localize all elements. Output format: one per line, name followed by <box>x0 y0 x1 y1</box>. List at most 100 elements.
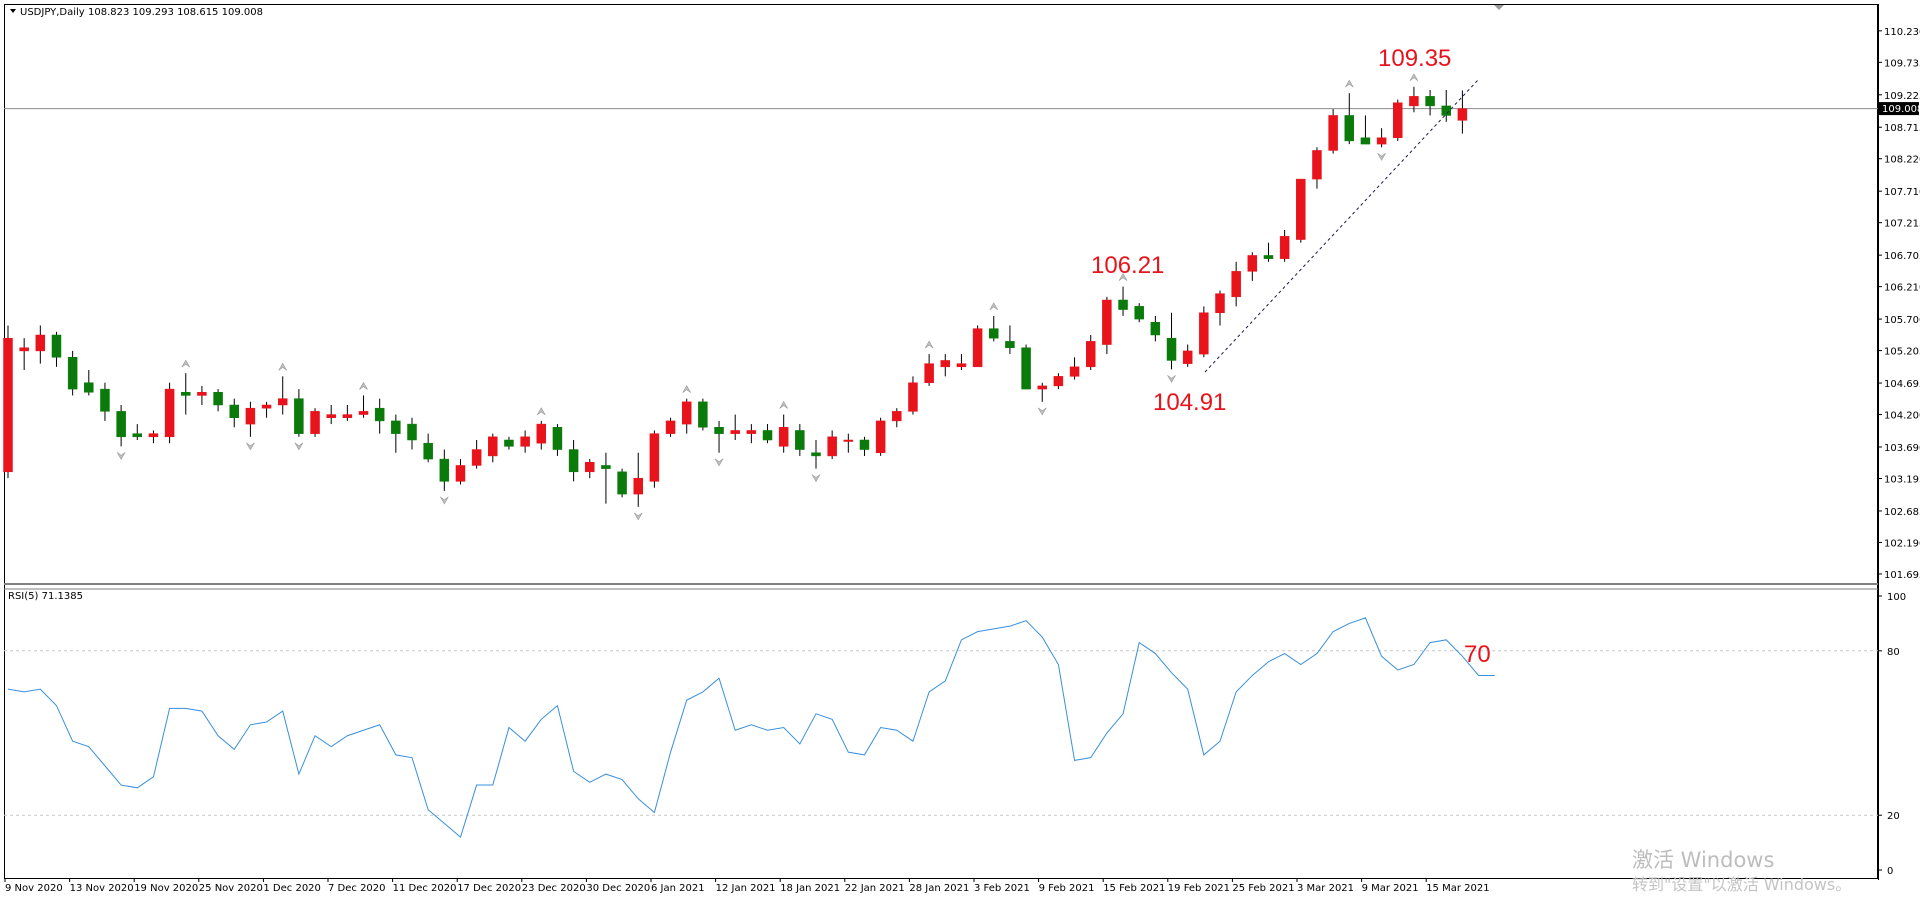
candle[interactable] <box>1393 99 1403 141</box>
candle[interactable] <box>294 389 304 437</box>
candle[interactable] <box>1215 290 1225 326</box>
candle[interactable] <box>972 325 983 368</box>
candle[interactable] <box>132 424 143 440</box>
candle[interactable] <box>536 420 547 450</box>
candle[interactable] <box>1069 357 1080 380</box>
candle[interactable] <box>471 440 482 469</box>
candle[interactable] <box>100 382 110 421</box>
candle[interactable] <box>197 385 207 405</box>
candle[interactable] <box>1360 115 1371 145</box>
candle[interactable] <box>3 325 13 479</box>
candle[interactable] <box>875 417 886 456</box>
candle[interactable] <box>229 398 239 428</box>
candle[interactable] <box>19 338 29 370</box>
candle[interactable] <box>181 373 191 415</box>
candle[interactable] <box>746 424 757 444</box>
candle[interactable] <box>1005 325 1015 355</box>
candle[interactable] <box>665 417 676 437</box>
candle[interactable] <box>439 449 450 491</box>
candle[interactable] <box>1021 344 1031 390</box>
candle[interactable] <box>342 405 353 421</box>
candle[interactable] <box>1118 286 1128 316</box>
candle[interactable] <box>1263 242 1274 262</box>
candle[interactable] <box>1150 315 1161 342</box>
candle[interactable] <box>552 424 563 456</box>
candle[interactable] <box>924 354 934 386</box>
trend-line[interactable] <box>1204 79 1479 373</box>
candle[interactable] <box>1312 147 1322 189</box>
candle[interactable] <box>1102 296 1112 355</box>
candle[interactable] <box>1085 335 1096 370</box>
candle[interactable] <box>1409 86 1419 113</box>
candle[interactable] <box>326 405 336 425</box>
candle[interactable] <box>1182 344 1193 367</box>
candle[interactable] <box>213 389 223 412</box>
candle[interactable] <box>827 430 837 460</box>
candle[interactable] <box>956 354 967 370</box>
candle[interactable] <box>1344 93 1355 145</box>
candle[interactable] <box>488 433 498 463</box>
candle[interactable] <box>940 354 951 377</box>
candle-body-up <box>1037 385 1047 390</box>
candle[interactable] <box>714 420 724 453</box>
candle[interactable] <box>1166 312 1177 370</box>
candle[interactable] <box>1053 373 1064 390</box>
candle[interactable] <box>374 398 385 434</box>
candle[interactable] <box>649 430 660 488</box>
price-axis[interactable]: 110.230 109.735 109.225 108.715 108.220 107.7… <box>1878 27 1920 581</box>
candle[interactable] <box>1328 109 1338 154</box>
candle[interactable] <box>1425 90 1435 116</box>
candle[interactable] <box>568 440 579 482</box>
candle[interactable] <box>601 452 611 504</box>
candle[interactable] <box>1037 382 1047 402</box>
candle[interactable] <box>811 440 821 469</box>
candle[interactable] <box>245 401 256 437</box>
candle[interactable] <box>84 370 94 396</box>
candle[interactable] <box>989 315 999 342</box>
fractal-down-icon <box>1167 375 1176 383</box>
candle[interactable] <box>859 436 870 456</box>
candle[interactable] <box>762 424 773 444</box>
candle[interactable] <box>391 414 401 453</box>
candle[interactable] <box>1231 261 1241 307</box>
candle[interactable] <box>795 424 805 456</box>
candle[interactable] <box>148 430 159 444</box>
candle[interactable] <box>843 433 854 453</box>
candle[interactable] <box>892 408 902 428</box>
candle[interactable] <box>1376 128 1387 148</box>
candle[interactable] <box>1296 178 1306 243</box>
candle[interactable] <box>423 433 433 463</box>
candle[interactable] <box>633 452 643 507</box>
time-axis[interactable]: 9 Nov 2020 13 Nov 2020 19 Nov 2020 25 Nov 2… <box>4 878 1490 894</box>
candle[interactable] <box>407 417 417 450</box>
candle[interactable] <box>261 401 272 418</box>
candle[interactable] <box>1247 252 1258 281</box>
candles-layer[interactable] <box>3 86 1468 507</box>
candle[interactable] <box>520 430 530 453</box>
candle[interactable] <box>455 459 466 485</box>
candle[interactable] <box>277 376 288 415</box>
candle[interactable] <box>164 382 175 444</box>
candle[interactable] <box>1199 306 1209 358</box>
candle[interactable] <box>681 398 692 434</box>
candle[interactable] <box>504 436 514 450</box>
candle[interactable] <box>1134 303 1144 323</box>
candle[interactable] <box>51 331 62 367</box>
candle[interactable] <box>1279 230 1290 262</box>
candle[interactable] <box>310 408 320 437</box>
chart-shift-marker-icon[interactable] <box>1494 5 1504 10</box>
candle[interactable] <box>1441 90 1451 122</box>
candle[interactable] <box>35 325 46 364</box>
triangle-down-icon[interactable] <box>10 9 16 13</box>
candle[interactable] <box>585 459 595 479</box>
candle[interactable] <box>116 405 126 447</box>
candle[interactable] <box>617 468 627 498</box>
candle[interactable] <box>1457 90 1468 134</box>
candle[interactable] <box>698 398 708 431</box>
candle[interactable] <box>778 414 789 453</box>
candle[interactable] <box>730 414 740 440</box>
candle[interactable] <box>358 395 369 418</box>
candle[interactable] <box>67 350 78 396</box>
candle[interactable] <box>908 376 918 415</box>
